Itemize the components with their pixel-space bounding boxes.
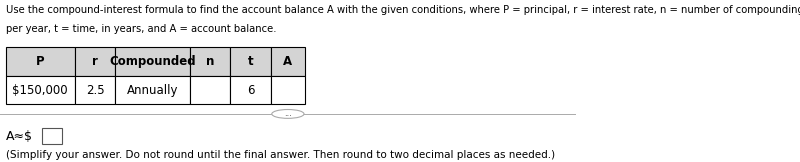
- Text: t: t: [248, 55, 254, 68]
- Text: ...: ...: [284, 109, 292, 118]
- Text: (Simplify your answer. Do not round until the final answer. Then round to two de: (Simplify your answer. Do not round unti…: [6, 150, 555, 160]
- Bar: [75, 47, 115, 76]
- Bar: [270, 47, 305, 76]
- Bar: [6, 76, 75, 104]
- Text: Compounded: Compounded: [110, 55, 196, 68]
- Text: per year, t = time, in years, and A = account balance.: per year, t = time, in years, and A = ac…: [6, 24, 276, 34]
- Bar: [190, 76, 230, 104]
- Bar: [115, 76, 190, 104]
- Text: 6: 6: [246, 84, 254, 97]
- Text: r: r: [92, 55, 98, 68]
- Text: P: P: [36, 55, 45, 68]
- Text: n: n: [206, 55, 214, 68]
- Text: $150,000: $150,000: [13, 84, 68, 97]
- Bar: [190, 47, 230, 76]
- Text: A: A: [283, 55, 293, 68]
- Bar: [230, 76, 270, 104]
- Text: A≈$: A≈$: [6, 130, 33, 143]
- Bar: [115, 47, 190, 76]
- Text: Annually: Annually: [127, 84, 178, 97]
- Text: Use the compound-interest formula to find the account balance A with the given c: Use the compound-interest formula to fin…: [6, 5, 800, 15]
- Bar: [75, 76, 115, 104]
- Circle shape: [272, 110, 304, 118]
- Text: 2.5: 2.5: [86, 84, 104, 97]
- Bar: [270, 76, 305, 104]
- Bar: [42, 128, 62, 144]
- Bar: [230, 47, 270, 76]
- Bar: [6, 47, 75, 76]
